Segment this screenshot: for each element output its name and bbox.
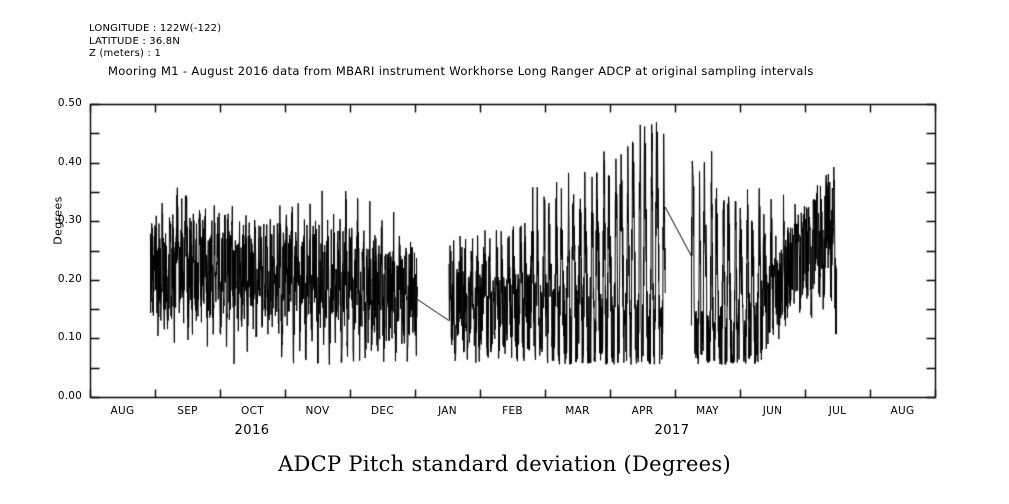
x-tick-label: FEB bbox=[502, 405, 523, 417]
x-tick-label: OCT bbox=[241, 405, 264, 417]
y-tick-label: 0.00 bbox=[57, 390, 82, 402]
x-tick-label: JAN bbox=[438, 405, 457, 417]
x-tick-label: NOV bbox=[305, 405, 330, 417]
y-tick-label: 0.40 bbox=[57, 155, 82, 168]
x-tick-label: JUL bbox=[828, 405, 847, 417]
x-tick-label: SEP bbox=[177, 405, 198, 417]
x-tick-label: APR bbox=[631, 405, 654, 417]
x-tick-label: DEC bbox=[371, 405, 394, 417]
y-tick-label: 0.20 bbox=[57, 272, 82, 285]
x-tick-label: MAR bbox=[565, 405, 590, 417]
x-tick-label: AUG bbox=[110, 405, 135, 417]
x-tick-label: AUG bbox=[890, 405, 915, 417]
x-axis-year-label: 2016 bbox=[234, 423, 270, 438]
x-tick-label: JUN bbox=[762, 405, 783, 417]
x-tick-label: MAY bbox=[696, 405, 719, 417]
x-axis-year-label: 2017 bbox=[654, 423, 690, 438]
figure-caption: ADCP Pitch standard deviation (Degrees) bbox=[278, 452, 731, 476]
y-tick-label: 0.30 bbox=[57, 214, 82, 227]
y-tick-label: 0.50 bbox=[57, 97, 82, 109]
y-tick-label: 0.10 bbox=[57, 331, 82, 344]
